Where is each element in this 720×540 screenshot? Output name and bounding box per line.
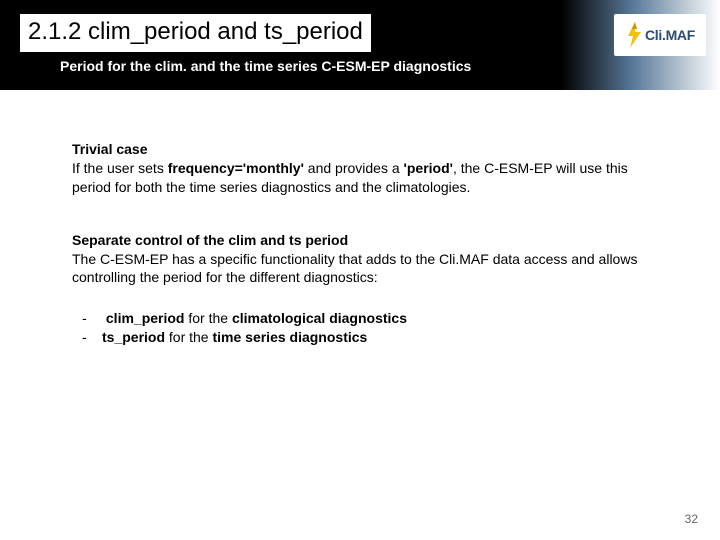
bullet-bold2: time series diagnostics (212, 329, 367, 345)
logo: Cli.MAF (614, 14, 706, 56)
bullet-item: - clim_period for the climatological dia… (82, 309, 642, 328)
slide: 2.1.2 clim_period and ts_period Period f… (0, 0, 720, 540)
bullet-list: - clim_period for the climatological dia… (82, 309, 642, 347)
separate-heading: Separate control of the clim and ts peri… (72, 231, 642, 250)
logo-text: Cli.MAF (645, 28, 695, 42)
slide-subtitle: Period for the clim. and the time series… (60, 58, 471, 74)
trivial-period: 'period' (404, 160, 453, 176)
bullet-mid: for the (184, 310, 231, 326)
logo-bolt-icon (625, 22, 643, 48)
separate-text: The C-ESM-EP has a specific functionalit… (72, 250, 642, 288)
page-number: 32 (685, 512, 698, 526)
separate-block: Separate control of the clim and ts peri… (72, 231, 642, 288)
body-content: Trivial case If the user sets frequency=… (72, 140, 642, 347)
trivial-block: Trivial case If the user sets frequency=… (72, 140, 642, 197)
bullet-bold2: climatological diagnostics (232, 310, 407, 326)
trivial-pre: If the user sets (72, 160, 168, 176)
bullet-mid: for the (165, 329, 212, 345)
bullet-item: - ts_period for the time series diagnost… (82, 328, 642, 347)
bullet-bold1: ts_period (102, 329, 165, 345)
trivial-mid: and provides a (304, 160, 404, 176)
bullet-dash-icon: - (82, 309, 102, 328)
slide-title: 2.1.2 clim_period and ts_period (20, 14, 371, 52)
logo-inner: Cli.MAF (625, 22, 695, 48)
bullet-bold1: clim_period (106, 310, 185, 326)
trivial-heading: Trivial case (72, 140, 642, 159)
bullet-text: ts_period for the time series diagnostic… (102, 328, 642, 347)
logo-main-text: Cli.MAF (645, 28, 695, 42)
bullet-text: clim_period for the climatological diagn… (102, 309, 642, 328)
trivial-freq: frequency='monthly' (168, 160, 304, 176)
bullet-dash-icon: - (82, 328, 102, 347)
trivial-text: If the user sets frequency='monthly' and… (72, 159, 642, 197)
